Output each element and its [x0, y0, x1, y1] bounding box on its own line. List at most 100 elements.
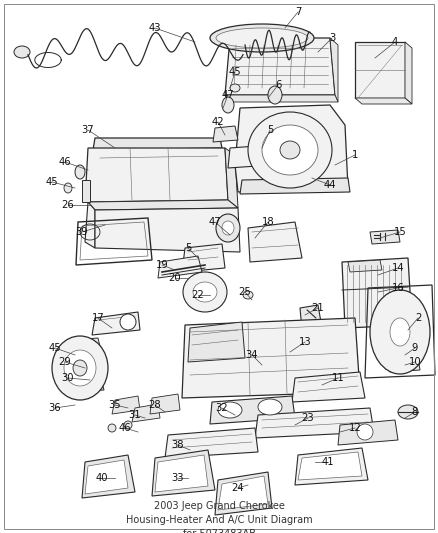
Polygon shape: [155, 455, 208, 492]
Text: 5: 5: [185, 243, 191, 253]
Polygon shape: [150, 394, 180, 414]
Polygon shape: [112, 396, 140, 414]
Text: 9: 9: [412, 343, 418, 353]
Ellipse shape: [218, 402, 242, 418]
Ellipse shape: [268, 86, 282, 104]
Ellipse shape: [398, 405, 418, 419]
Ellipse shape: [216, 214, 240, 242]
Polygon shape: [188, 322, 245, 362]
Text: 16: 16: [392, 283, 404, 293]
Ellipse shape: [357, 424, 373, 440]
Text: 46: 46: [59, 157, 71, 167]
Polygon shape: [215, 472, 272, 515]
Polygon shape: [338, 420, 398, 445]
Text: 44: 44: [324, 180, 336, 190]
Text: 22: 22: [192, 290, 205, 300]
Polygon shape: [184, 148, 208, 162]
Polygon shape: [300, 305, 322, 330]
Ellipse shape: [124, 421, 132, 429]
Ellipse shape: [193, 282, 217, 302]
Text: 41: 41: [321, 457, 334, 467]
Text: 32: 32: [215, 403, 228, 413]
Text: 3: 3: [329, 33, 335, 43]
Ellipse shape: [216, 28, 308, 48]
Polygon shape: [405, 42, 412, 104]
Text: 6: 6: [275, 80, 281, 90]
Text: 19: 19: [155, 260, 168, 270]
Ellipse shape: [243, 291, 253, 299]
Text: 21: 21: [311, 303, 325, 313]
Polygon shape: [348, 260, 382, 272]
Polygon shape: [305, 50, 318, 62]
Polygon shape: [85, 460, 128, 494]
Text: 1: 1: [352, 150, 358, 160]
Polygon shape: [88, 200, 238, 210]
Text: 40: 40: [96, 473, 108, 483]
Polygon shape: [156, 148, 180, 162]
Polygon shape: [152, 450, 215, 496]
Polygon shape: [132, 404, 160, 422]
Text: 45: 45: [46, 177, 58, 187]
Polygon shape: [228, 145, 272, 168]
Polygon shape: [165, 428, 258, 458]
Text: 38: 38: [172, 440, 184, 450]
Polygon shape: [92, 312, 140, 335]
Ellipse shape: [262, 125, 318, 175]
Text: 37: 37: [82, 125, 94, 135]
Polygon shape: [240, 178, 350, 194]
Ellipse shape: [222, 221, 234, 235]
Text: 18: 18: [261, 217, 274, 227]
Polygon shape: [235, 105, 348, 192]
Text: 8: 8: [412, 407, 418, 417]
Polygon shape: [93, 138, 222, 150]
Text: 17: 17: [92, 313, 104, 323]
Ellipse shape: [230, 84, 240, 92]
Text: 12: 12: [349, 423, 361, 433]
Polygon shape: [255, 408, 374, 438]
Polygon shape: [182, 244, 225, 272]
Text: 31: 31: [129, 410, 141, 420]
Ellipse shape: [222, 97, 234, 113]
Polygon shape: [248, 222, 302, 262]
Polygon shape: [295, 448, 368, 485]
Ellipse shape: [52, 336, 108, 400]
Polygon shape: [100, 148, 124, 162]
Polygon shape: [388, 358, 420, 372]
Text: 4: 4: [392, 37, 398, 47]
Ellipse shape: [370, 290, 430, 374]
Text: 35: 35: [109, 400, 121, 410]
Text: 46: 46: [119, 423, 131, 433]
Polygon shape: [285, 58, 302, 70]
Text: 11: 11: [332, 373, 344, 383]
Ellipse shape: [248, 112, 332, 188]
Polygon shape: [56, 355, 80, 380]
Polygon shape: [85, 202, 95, 248]
Polygon shape: [225, 38, 335, 95]
Polygon shape: [292, 372, 365, 402]
Polygon shape: [355, 98, 412, 104]
Polygon shape: [355, 42, 405, 98]
Text: 36: 36: [49, 403, 61, 413]
Text: 2003 Jeep Grand Cherokee
Housing-Heater And A/C Unit Diagram
for 5073483AB: 2003 Jeep Grand Cherokee Housing-Heater …: [126, 501, 312, 533]
Text: 29: 29: [59, 357, 71, 367]
Text: 24: 24: [232, 483, 244, 493]
Polygon shape: [370, 230, 400, 244]
Text: 28: 28: [148, 400, 161, 410]
Ellipse shape: [258, 399, 282, 415]
Polygon shape: [342, 258, 412, 328]
Text: 13: 13: [299, 337, 311, 347]
Text: 45: 45: [229, 67, 241, 77]
Text: 39: 39: [76, 227, 88, 237]
Ellipse shape: [210, 24, 314, 52]
Polygon shape: [330, 38, 338, 102]
Text: 7: 7: [295, 7, 301, 17]
Polygon shape: [128, 148, 152, 162]
Text: 34: 34: [246, 350, 258, 360]
Polygon shape: [298, 452, 362, 480]
Polygon shape: [225, 95, 338, 102]
Text: 45: 45: [49, 343, 61, 353]
Text: 26: 26: [62, 200, 74, 210]
Ellipse shape: [108, 424, 116, 432]
Polygon shape: [70, 375, 104, 392]
Text: 23: 23: [302, 413, 314, 423]
